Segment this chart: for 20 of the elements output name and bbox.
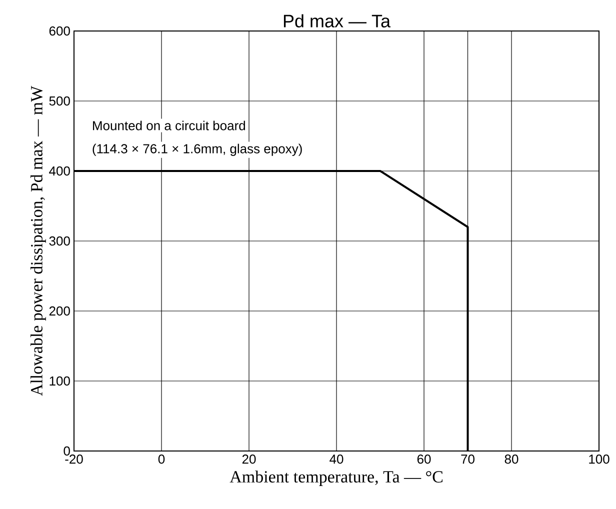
y-tick-label: 400: [49, 166, 70, 176]
x-tick-label: 80: [504, 454, 518, 464]
y-tick-label: 300: [49, 236, 70, 246]
x-tick-label: 60: [417, 454, 431, 464]
x-tick-label: 100: [589, 454, 610, 464]
chart-title: Pd max — Ta: [284, 14, 391, 28]
y-axis-title: Allowable power dissipation, Pd max — mW: [30, 86, 46, 396]
x-tick-label: 0: [158, 454, 165, 464]
x-axis-title: Ambient temperature, Ta — °C: [230, 470, 442, 486]
y-tick-label: 0: [64, 446, 70, 456]
y-tick-label: 200: [49, 306, 70, 316]
x-tick-label: -20: [65, 454, 83, 464]
annotation: (114.3 × 76.1 × 1.6mm, glass epoxy): [92, 144, 302, 156]
annotation: Mounted on a circuit board: [93, 120, 246, 130]
x-tick-label: 40: [330, 454, 344, 464]
x-tick-label: 70: [461, 454, 474, 464]
x-tick-label: 20: [242, 454, 256, 464]
y-tick-label: 100: [50, 376, 70, 386]
y-tick-label: 600: [49, 26, 70, 36]
y-tick-label: 500: [49, 96, 70, 106]
